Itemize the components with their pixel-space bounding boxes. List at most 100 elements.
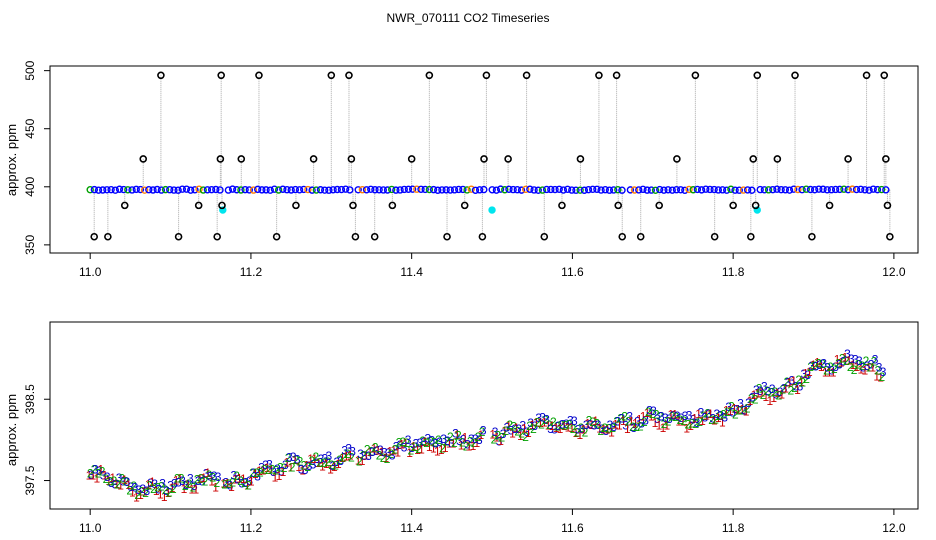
series-1-label-mark: 1 <box>715 411 722 425</box>
baseline-point <box>316 186 325 194</box>
series-1-label-mark: 1 <box>489 427 496 441</box>
series-2-label-mark: 2 <box>530 422 537 436</box>
baseline-point <box>266 186 274 194</box>
series-2-label-mark: 2 <box>87 466 94 480</box>
series-3-label-mark: 3 <box>702 410 709 424</box>
baseline-point <box>216 186 224 194</box>
series-3-label-mark: 3 <box>721 411 728 425</box>
series-2-label-mark: 2 <box>229 476 236 490</box>
baseline-point <box>107 185 115 194</box>
baseline-point <box>706 185 714 194</box>
series-2-label-mark: 2 <box>269 462 276 476</box>
series-2-label-mark: 2 <box>756 382 763 396</box>
baseline-point <box>626 186 635 194</box>
baseline-point <box>308 186 316 194</box>
baseline-point <box>304 185 312 194</box>
series-1-label-mark: 1 <box>846 353 853 367</box>
series-1-label-mark: 1 <box>181 482 188 496</box>
series-2-label-mark: 2 <box>154 480 161 494</box>
series-1-label-mark: 1 <box>580 422 587 436</box>
series-1-label-mark: 1 <box>529 418 536 432</box>
series-3-label-mark: 3 <box>678 411 685 425</box>
series-1-label-mark: 1 <box>327 462 334 476</box>
baseline-point <box>664 186 672 194</box>
series-2-label-mark: 2 <box>570 422 577 436</box>
series-1-label-mark: 1 <box>501 424 508 438</box>
x-tick-label: 11.2 <box>240 265 263 279</box>
baseline-point <box>798 186 806 194</box>
series-1-label-mark: 1 <box>707 407 714 421</box>
series-1-label-mark: 1 <box>711 413 718 427</box>
series-3-label-mark: 3 <box>246 474 253 488</box>
spike-point <box>237 155 246 163</box>
baseline-point <box>312 186 321 194</box>
series-1-label-mark: 1 <box>873 370 880 384</box>
series-1-label-mark: 1 <box>193 482 200 496</box>
series-1-label-mark: 1 <box>861 364 868 378</box>
cyan-point <box>488 206 496 214</box>
series-3-label-mark: 3 <box>828 363 835 377</box>
baseline-point <box>681 186 689 194</box>
series-3-label-mark: 3 <box>642 414 649 428</box>
spike-point <box>480 155 488 163</box>
series-2-label-mark: 2 <box>752 392 759 406</box>
baseline-point <box>455 185 463 194</box>
baseline-point <box>283 186 291 194</box>
series-3-label-mark: 3 <box>583 418 590 432</box>
series-1-label-mark: 1 <box>747 394 754 408</box>
x-tick-label: 11.4 <box>400 265 423 279</box>
series-3-label-mark: 3 <box>96 464 103 478</box>
baseline-point <box>542 185 551 194</box>
series-2-label-mark: 2 <box>305 460 312 474</box>
spike-point <box>478 232 487 241</box>
series-2-label-mark: 2 <box>174 471 181 485</box>
series-2-label-mark: 2 <box>554 420 561 434</box>
series-1-label-mark: 1 <box>545 419 552 433</box>
series-1-label-mark: 1 <box>90 469 97 483</box>
chart-title: NWR_070111 CO2 Timeseries <box>387 11 550 25</box>
series-1-label-mark: 1 <box>442 441 449 455</box>
panel-bottom-axes: 11.0 11.2 11.4 11.6 11.8 12.0 397.5 398.5 <box>23 384 906 535</box>
series-1-label-mark: 1 <box>624 422 631 436</box>
series-3-label-mark: 3 <box>816 358 823 372</box>
series-2-label-mark: 2 <box>878 370 885 384</box>
baseline-point <box>555 185 563 193</box>
series-3-label-mark: 3 <box>769 382 776 396</box>
series-2-label-mark: 2 <box>233 469 240 483</box>
spike-point <box>747 232 755 241</box>
series-3-label-mark: 3 <box>741 403 748 417</box>
spike-point <box>272 232 281 241</box>
series-3-label-mark: 3 <box>591 419 598 433</box>
series-3-label-mark: 3 <box>369 445 376 459</box>
series-1-label-mark: 1 <box>675 415 682 429</box>
series-3-label-mark: 3 <box>318 452 325 466</box>
series-3-label-mark: 3 <box>195 474 202 488</box>
baseline-point <box>534 186 542 194</box>
spike-point <box>791 71 799 80</box>
series-2-label-mark: 2 <box>645 405 652 419</box>
series-2-label-mark: 2 <box>214 476 221 490</box>
series-2-label-mark: 2 <box>146 479 153 493</box>
series-3-label-mark: 3 <box>112 477 119 491</box>
series-1-label-mark: 1 <box>117 478 124 492</box>
series-1-label-mark: 1 <box>719 416 726 430</box>
x-tick-label: 12.0 <box>882 521 906 535</box>
series-2-label-mark: 2 <box>736 404 743 418</box>
series-1-label-mark: 1 <box>125 478 132 492</box>
series-3-label-mark: 3 <box>444 434 451 448</box>
series-2-label-mark: 2 <box>404 436 411 450</box>
series-2-label-mark: 2 <box>748 392 755 406</box>
spike-point <box>425 71 434 80</box>
series-1-label-mark: 1 <box>331 460 338 474</box>
baseline-point <box>132 185 140 194</box>
baseline-point <box>714 186 723 194</box>
series-2-label-mark: 2 <box>590 415 597 429</box>
baseline-point <box>371 186 379 194</box>
series-3-label-mark: 3 <box>405 433 412 447</box>
series-2-label-mark: 2 <box>649 407 656 421</box>
series-1-label-mark: 1 <box>149 475 156 489</box>
series-1-label-mark: 1 <box>695 407 702 421</box>
baseline-point <box>777 185 785 194</box>
baseline-point <box>727 185 735 193</box>
series-1-label-mark: 1 <box>470 439 477 453</box>
